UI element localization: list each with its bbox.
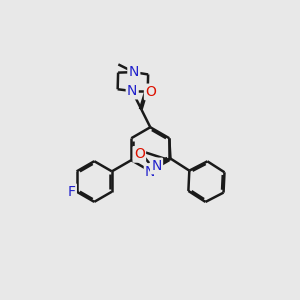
Text: N: N (127, 84, 137, 98)
Text: N: N (152, 159, 162, 173)
Text: F: F (68, 185, 76, 199)
Text: N: N (145, 165, 155, 178)
Text: O: O (145, 85, 156, 99)
Text: O: O (134, 147, 145, 161)
Text: N: N (129, 65, 139, 79)
